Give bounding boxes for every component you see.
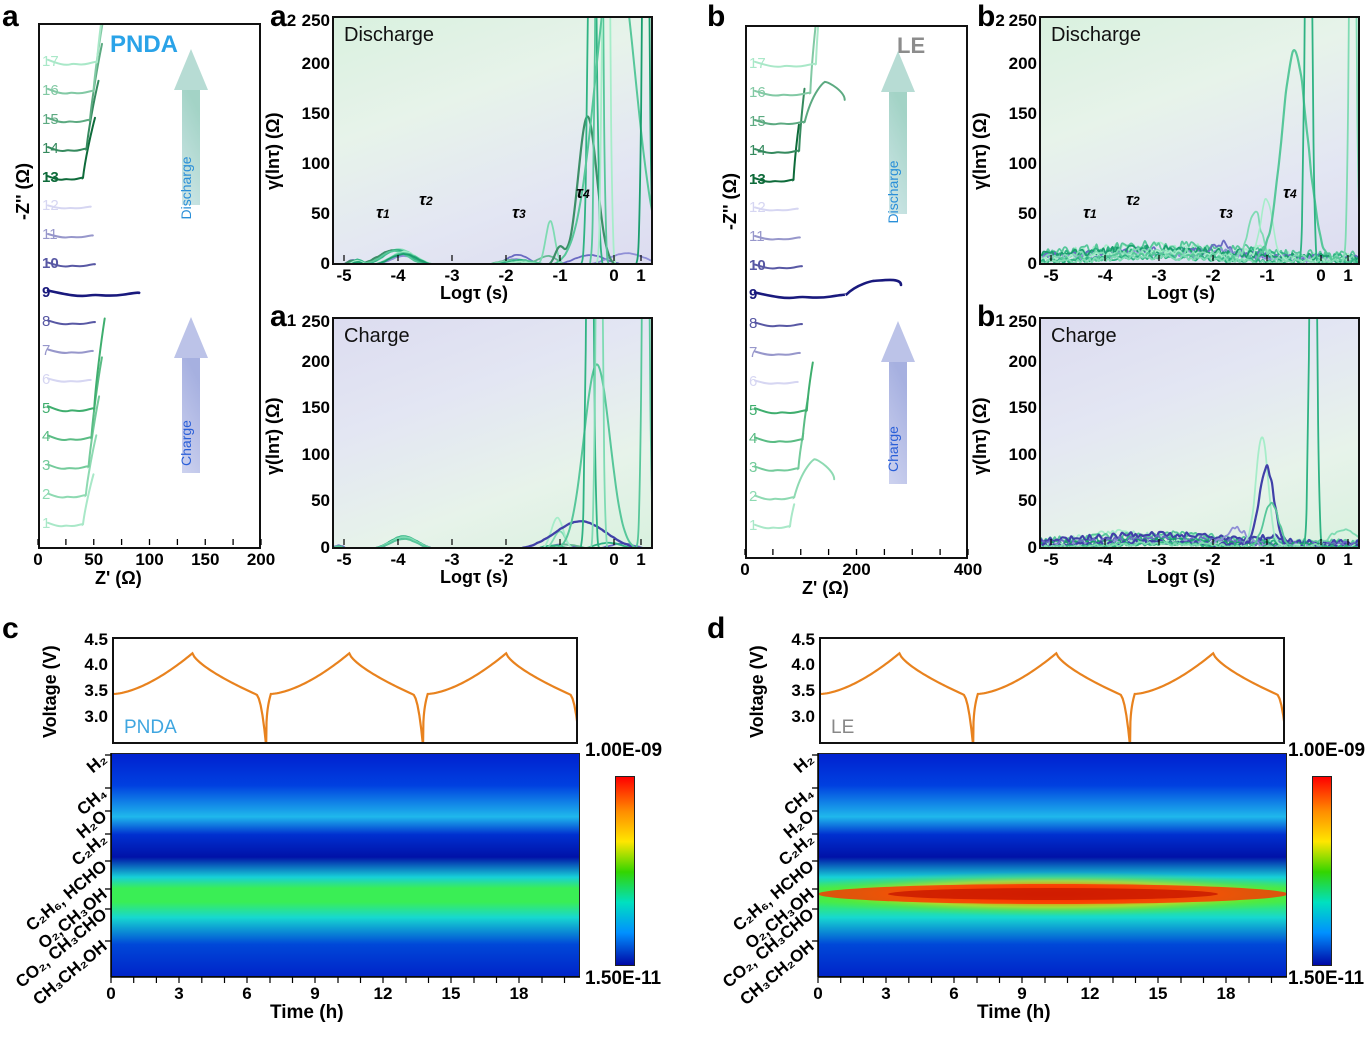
svg-text:100: 100 bbox=[1009, 445, 1037, 464]
svg-text:-1: -1 bbox=[1259, 550, 1274, 569]
svg-text:0: 0 bbox=[740, 560, 749, 579]
svg-text:6: 6 bbox=[242, 984, 251, 1003]
svg-text:400: 400 bbox=[954, 560, 982, 579]
svg-text:1: 1 bbox=[636, 550, 645, 569]
svg-text:-4: -4 bbox=[1097, 550, 1113, 569]
svg-text:15: 15 bbox=[442, 984, 461, 1003]
svg-text:1: 1 bbox=[636, 266, 645, 285]
svg-text:200: 200 bbox=[247, 550, 275, 569]
svg-text:1: 1 bbox=[1343, 550, 1352, 569]
svg-text:0: 0 bbox=[106, 984, 115, 1003]
svg-text:0: 0 bbox=[609, 266, 618, 285]
svg-text:4.5: 4.5 bbox=[791, 630, 815, 649]
svg-text:12: 12 bbox=[374, 984, 393, 1003]
svg-text:-4: -4 bbox=[1097, 266, 1113, 285]
svg-text:150: 150 bbox=[1009, 104, 1037, 123]
svg-text:0: 0 bbox=[321, 254, 330, 273]
svg-text:-1: -1 bbox=[1259, 266, 1274, 285]
svg-text:-4: -4 bbox=[390, 266, 406, 285]
svg-text:4.5: 4.5 bbox=[84, 630, 108, 649]
svg-text:0: 0 bbox=[1028, 538, 1037, 557]
svg-text:18: 18 bbox=[510, 984, 529, 1003]
svg-text:3: 3 bbox=[881, 984, 890, 1003]
svg-text:200: 200 bbox=[842, 560, 870, 579]
svg-text:0: 0 bbox=[1316, 266, 1325, 285]
svg-text:15: 15 bbox=[1149, 984, 1168, 1003]
svg-text:18: 18 bbox=[1217, 984, 1236, 1003]
svg-text:H₂: H₂ bbox=[790, 750, 817, 777]
svg-text:200: 200 bbox=[302, 352, 330, 371]
svg-text:12: 12 bbox=[1081, 984, 1100, 1003]
svg-text:1: 1 bbox=[1343, 266, 1352, 285]
svg-text:50: 50 bbox=[311, 491, 330, 510]
svg-text:50: 50 bbox=[311, 204, 330, 223]
svg-text:0: 0 bbox=[33, 550, 42, 569]
svg-text:250: 250 bbox=[1009, 11, 1037, 30]
svg-text:4.0: 4.0 bbox=[791, 655, 815, 674]
svg-text:0: 0 bbox=[813, 984, 822, 1003]
svg-text:0: 0 bbox=[1316, 550, 1325, 569]
svg-text:200: 200 bbox=[1009, 352, 1037, 371]
svg-text:250: 250 bbox=[1009, 312, 1037, 331]
svg-text:50: 50 bbox=[1018, 491, 1037, 510]
svg-text:150: 150 bbox=[302, 398, 330, 417]
svg-text:H₂: H₂ bbox=[83, 750, 110, 777]
svg-text:-5: -5 bbox=[336, 550, 351, 569]
svg-text:-5: -5 bbox=[1043, 266, 1058, 285]
svg-text:200: 200 bbox=[1009, 54, 1037, 73]
svg-text:250: 250 bbox=[302, 11, 330, 30]
svg-text:-1: -1 bbox=[552, 266, 567, 285]
svg-text:150: 150 bbox=[1009, 398, 1037, 417]
svg-text:3.0: 3.0 bbox=[791, 707, 815, 726]
svg-text:6: 6 bbox=[949, 984, 958, 1003]
svg-text:0: 0 bbox=[321, 538, 330, 557]
svg-text:Discharge: Discharge bbox=[178, 156, 194, 219]
svg-text:100: 100 bbox=[135, 550, 163, 569]
svg-text:-1: -1 bbox=[552, 550, 567, 569]
svg-text:150: 150 bbox=[302, 104, 330, 123]
svg-text:100: 100 bbox=[302, 154, 330, 173]
svg-text:-5: -5 bbox=[1043, 550, 1058, 569]
svg-text:-5: -5 bbox=[336, 266, 351, 285]
svg-text:100: 100 bbox=[1009, 154, 1037, 173]
svg-text:3.5: 3.5 bbox=[791, 681, 815, 700]
svg-text:0: 0 bbox=[1028, 254, 1037, 273]
svg-text:100: 100 bbox=[302, 445, 330, 464]
svg-text:-4: -4 bbox=[390, 550, 406, 569]
svg-text:200: 200 bbox=[302, 54, 330, 73]
svg-text:Charge: Charge bbox=[178, 420, 194, 466]
svg-text:9: 9 bbox=[1017, 984, 1026, 1003]
svg-text:250: 250 bbox=[302, 312, 330, 331]
svg-text:4.0: 4.0 bbox=[84, 655, 108, 674]
svg-text:150: 150 bbox=[191, 550, 219, 569]
svg-text:3: 3 bbox=[174, 984, 183, 1003]
svg-text:Discharge: Discharge bbox=[885, 160, 901, 223]
svg-text:3.5: 3.5 bbox=[84, 681, 108, 700]
svg-text:9: 9 bbox=[310, 984, 319, 1003]
svg-text:Charge: Charge bbox=[885, 426, 901, 472]
svg-text:3.0: 3.0 bbox=[84, 707, 108, 726]
svg-text:50: 50 bbox=[1018, 204, 1037, 223]
svg-text:50: 50 bbox=[84, 550, 103, 569]
svg-text:0: 0 bbox=[609, 550, 618, 569]
